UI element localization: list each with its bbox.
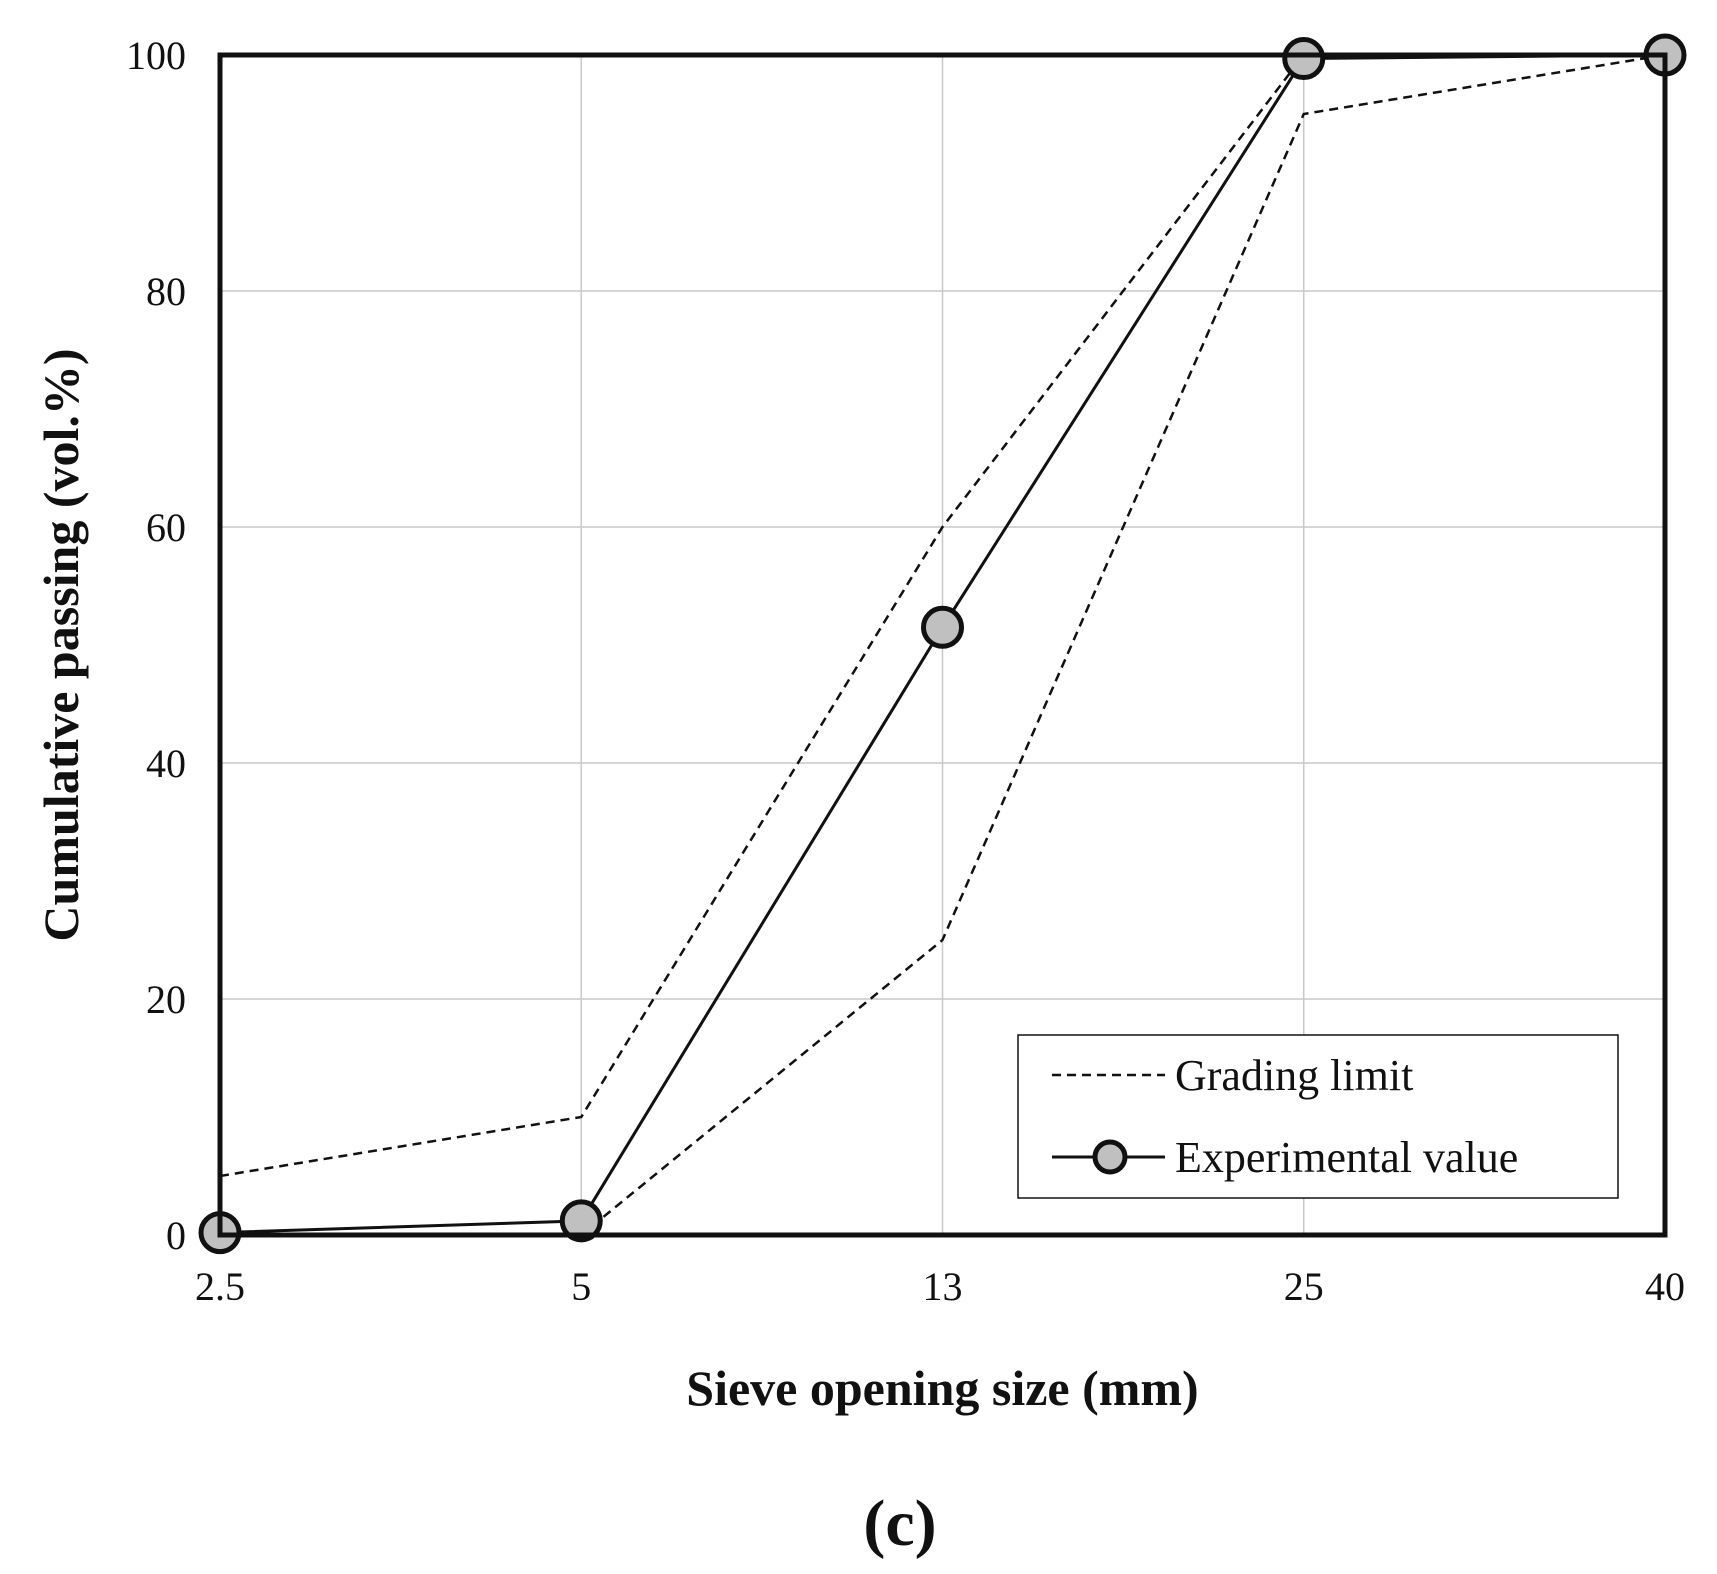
panel-label: (c) <box>863 1487 936 1560</box>
y-tick-label-80: 80 <box>146 269 186 314</box>
y-tick-label-60: 60 <box>146 505 186 550</box>
data-point-25 <box>1282 37 1326 81</box>
x-axis-title: Sieve opening size (mm) <box>686 1360 1198 1416</box>
data-point-5 <box>559 1199 603 1243</box>
x-tick-label-5: 5 <box>571 1264 591 1309</box>
data-point-13 <box>921 605 964 649</box>
y-tick-label-20: 20 <box>146 977 186 1022</box>
legend-experimental-marker <box>1092 1139 1128 1175</box>
y-tick-label-100: 100 <box>126 33 186 78</box>
y-tick-label-0: 0 <box>166 1213 186 1258</box>
y-axis-title: Cumulative passing (vol.%) <box>33 348 89 941</box>
legend: Grading limit Experimental value <box>1017 1034 1619 1199</box>
plot-frame <box>217 52 1668 1238</box>
tick-labels: 2.5 5 13 25 40 0 20 40 60 80 100 <box>126 33 1685 1309</box>
legend-grading-label: Grading limit <box>1175 1051 1413 1100</box>
x-tick-label-13: 13 <box>923 1264 963 1309</box>
x-tick-label-2.5: 2.5 <box>195 1264 245 1309</box>
legend-experimental-label: Experimental value <box>1175 1133 1518 1182</box>
x-tick-label-40: 40 <box>1645 1264 1685 1309</box>
y-tick-label-40: 40 <box>146 741 186 786</box>
x-tick-label-25: 25 <box>1284 1264 1324 1309</box>
